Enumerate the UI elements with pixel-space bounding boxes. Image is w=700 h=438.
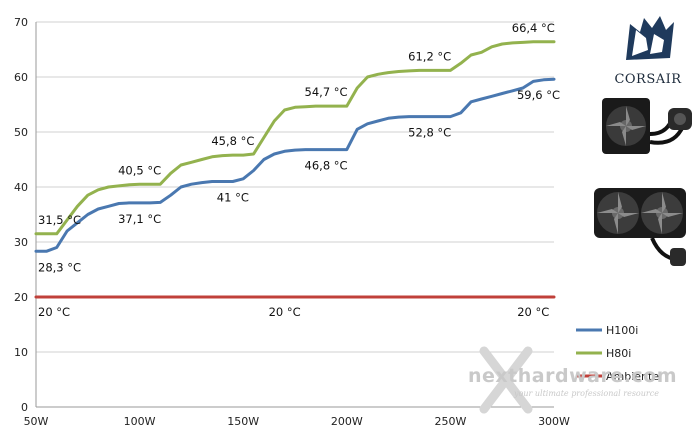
y-tick-label: 40 <box>14 181 28 194</box>
legend: H100i H80i Ambiente <box>576 324 659 383</box>
axes <box>35 22 554 408</box>
brand-name: CORSAIR <box>614 72 682 87</box>
legend-label: H100i <box>606 324 638 337</box>
y-tick-label: 20 <box>14 291 28 304</box>
data-label: 20 °C <box>38 305 70 319</box>
x-tick-labels: 50W 100W 150W 200W 250W 300W <box>24 415 570 428</box>
series-line-h80i <box>34 40 556 236</box>
x-logo-icon <box>479 346 533 414</box>
series-lines <box>34 40 556 299</box>
x-tick-label: 200W <box>331 415 363 428</box>
x-tick-label: 250W <box>434 415 466 428</box>
x-tick-label: 300W <box>538 415 570 428</box>
data-label: 28,3 °C <box>38 260 81 274</box>
data-label: 54,7 °C <box>305 85 348 99</box>
data-label: 59,6 °C <box>517 88 560 102</box>
y-tick-label: 70 <box>14 16 28 29</box>
radiator-single-fan-icon <box>602 98 692 154</box>
data-label: 20 °C <box>517 305 549 319</box>
y-tick-label: 50 <box>14 126 28 139</box>
y-tick-label: 30 <box>14 236 28 249</box>
radiator-dual-fan-icon <box>594 188 686 266</box>
watermark-text: nexthardware.com <box>468 365 678 387</box>
legend-label: Ambiente <box>606 370 659 383</box>
data-label: 41 °C <box>217 191 249 205</box>
data-label: 20 °C <box>269 305 301 319</box>
data-label: 61,2 °C <box>408 49 451 63</box>
data-labels: 31,5 °C 40,5 °C 45,8 °C 54,7 °C 61,2 °C 66,4 … <box>38 21 560 319</box>
data-label: 52,8 °C <box>408 126 451 140</box>
data-label: 45,8 °C <box>211 134 254 148</box>
data-label: 37,1 °C <box>118 212 161 226</box>
data-label: 31,5 °C <box>38 213 81 227</box>
y-tick-label: 0 <box>21 401 28 414</box>
watermark: nexthardware.com your ultimate professio… <box>456 345 696 415</box>
data-label: 46,8 °C <box>305 159 348 173</box>
sails-icon <box>626 16 674 60</box>
legend-label: H80i <box>606 347 631 360</box>
y-tick-label: 60 <box>14 71 28 84</box>
x-tick-label: 150W <box>227 415 259 428</box>
data-label: 66,4 °C <box>512 21 555 35</box>
corsair-brand-panel: CORSAIR <box>594 10 696 280</box>
x-tick-label: 100W <box>124 415 156 428</box>
x-tick-label: 50W <box>24 415 49 428</box>
series-line-h100i <box>34 77 556 253</box>
watermark-tagline: your ultimate professional resource <box>514 389 659 398</box>
y-tick-labels: 0 10 20 30 40 50 60 70 <box>14 16 28 414</box>
y-tick-label: 10 <box>14 346 28 359</box>
data-label: 40,5 °C <box>118 163 161 177</box>
